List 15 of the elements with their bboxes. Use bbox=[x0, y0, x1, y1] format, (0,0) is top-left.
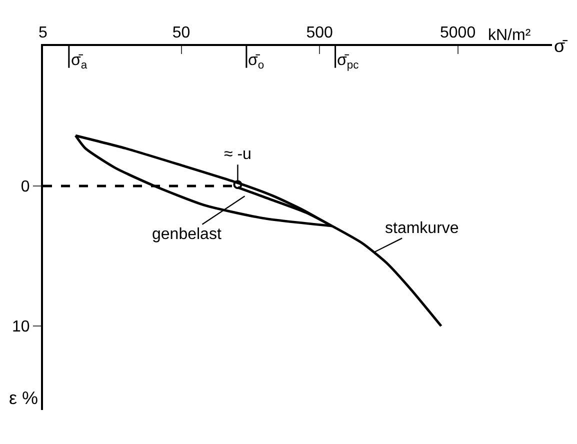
x-tick-label: 5 bbox=[38, 24, 48, 42]
y-axis-title: ε % bbox=[9, 388, 38, 408]
annotation: genbelast bbox=[152, 226, 222, 243]
annotation: ≈ -u bbox=[224, 146, 252, 163]
x-axis-title: σ̄ bbox=[554, 36, 568, 56]
ref-line-label: σ̄$_{pc}$ bbox=[337, 52, 360, 72]
annotation: stamkurve bbox=[385, 220, 459, 237]
y-tick-label: 10 bbox=[12, 318, 30, 336]
x-tick-label: 5000 bbox=[440, 24, 476, 42]
x-tick-label: 50 bbox=[172, 24, 190, 42]
x-tick-label: 500 bbox=[306, 24, 333, 42]
ref-line-label: σ̄$_{o}$ bbox=[248, 52, 264, 72]
ref-line-label: σ̄$_{a}$ bbox=[71, 52, 88, 72]
y-tick-label: 0 bbox=[20, 178, 30, 196]
text: kN/m² bbox=[488, 27, 532, 44]
